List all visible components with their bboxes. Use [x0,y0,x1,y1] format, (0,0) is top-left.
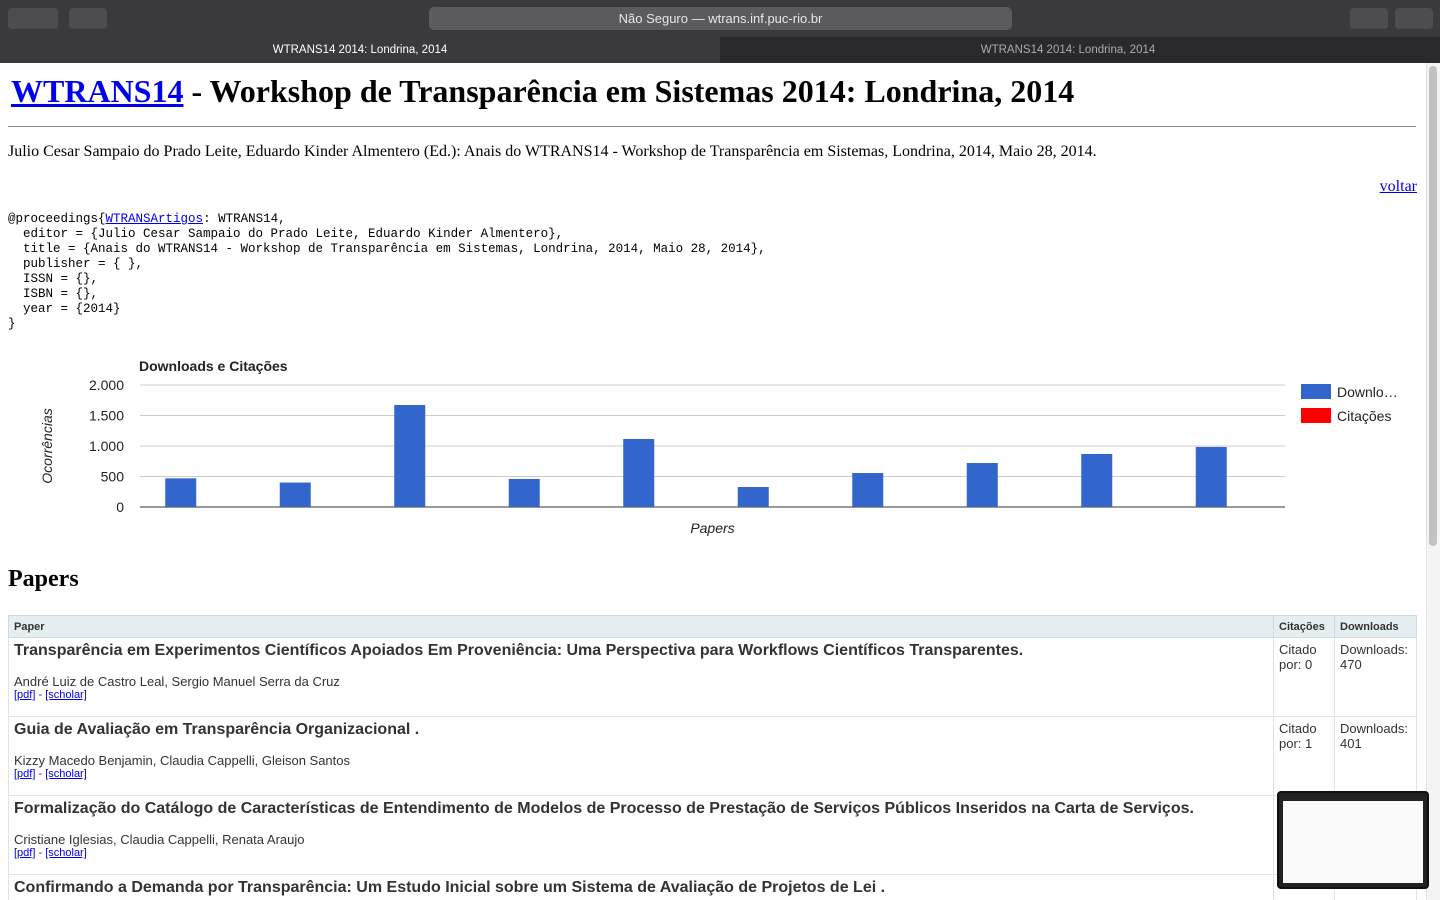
bar [165,478,197,507]
paper-links: [pdf] - [scholar] [14,847,1268,859]
paper-links: [pdf] - [scholar] [14,768,1268,780]
bar [508,478,540,507]
paper-cell: Confirmando a Demanda por Transparência:… [8,874,1274,900]
paper-authors: Kizzy Macedo Benjamin, Claudia Cappelli,… [14,753,351,768]
heading-text: - Workshop de Transparência em Sistemas … [191,73,1075,109]
column-header[interactable]: Citações [1273,615,1335,638]
y-tick-label: 2.000 [89,377,124,393]
link-separator: - [38,847,43,859]
heading: WTRANS14 - Workshop de Transparência em … [11,73,1074,110]
downloads-cell: Downloads: 401 [1334,716,1417,796]
toolbar: Não Seguro — wtrans.inf.puc-rio.br [0,0,1440,37]
tab[interactable]: WTRANS14 2014: Londrina, 2014 [0,37,720,63]
bar [1195,446,1227,507]
paper-title: Guia de Avaliação em Transparência Organ… [14,721,420,738]
link-separator: - [38,689,43,701]
share-button[interactable] [1350,8,1388,29]
tab[interactable]: WTRANS14 2014: Londrina, 2014 [980,44,1156,56]
paper-row: Transparência em Experimentos Científico… [8,637,1417,717]
paper-title: Formalização do Catálogo de Característi… [14,800,1194,817]
citations-cell: Citado por: 0 [1273,637,1335,717]
y-tick-label: 500 [101,469,125,485]
paper-title: Transparência em Experimentos Científico… [14,642,1024,659]
pdf-link[interactable]: [pdf] [14,768,36,780]
heading-link[interactable]: WTRANS14 [11,73,184,109]
scroll-thumb[interactable] [1429,66,1437,546]
paper-cell: Transparência em Experimentos Científico… [8,637,1274,717]
citation: Julio Cesar Sampaio do Prado Leite, Edua… [8,143,1097,160]
link-separator: - [38,768,43,780]
bar [394,405,426,507]
bibtex-prefix: @proceedings{ [8,212,106,226]
legend-swatch [1301,408,1331,423]
thumbnail-preview [1283,801,1423,883]
legend-label: Downlo… [1337,384,1398,400]
scrollbar[interactable] [1426,63,1440,900]
picture-thumbnail[interactable] [1277,791,1429,889]
legend-label: Citações [1337,408,1391,424]
citations: Citado por: 0 [1279,642,1317,672]
downloads: Downloads: 470 [1340,642,1408,672]
paper-row: Formalização do Catálogo de Característi… [8,795,1417,875]
paper-authors: André Luiz de Castro Leal, Sergio Manuel… [14,674,340,689]
bar [623,438,655,507]
pdf-link[interactable]: [pdf] [14,847,36,859]
citations-cell: Citado por: 1 [1273,716,1335,796]
downloads-cell: Downloads: 470 [1334,637,1417,717]
paper-title: Confirmando a Demanda por Transparência:… [14,879,886,896]
nav-buttons[interactable] [8,8,58,29]
x-axis-label: Papers [690,520,734,536]
citations: Citado por: 1 [1279,721,1317,751]
scholar-link[interactable]: [scholar] [45,689,87,701]
column-header[interactable]: Downloads [1334,615,1417,638]
scholar-link[interactable]: [scholar] [45,768,87,780]
bar [852,473,884,507]
y-tick-label: 1.000 [89,438,124,454]
bibtex-body: : WTRANS14, editor = {Julio Cesar Sampai… [8,212,766,331]
scholar-link[interactable]: [scholar] [45,847,87,859]
chart: Downloads e Citações 0 500 1.000 1.500 2.000 O… [39,358,1398,536]
paper-cell: Guia de Avaliação em Transparência Organ… [8,716,1274,796]
y-axis-label: Ocorrências [39,408,55,483]
y-tick-label: 0 [116,499,124,515]
paper-row: Guia de Avaliação em Transparência Organ… [8,716,1417,796]
downloads: Downloads: 401 [1340,721,1408,751]
paper-cell: Formalização do Catálogo de Característi… [8,795,1274,875]
tabs-button[interactable] [1395,8,1433,29]
bar [1081,453,1113,507]
legend-swatch [1301,384,1331,399]
divider [8,126,1416,127]
sidebar-button[interactable] [69,8,107,29]
bar [279,482,311,507]
pdf-link[interactable]: [pdf] [14,689,36,701]
paper-row: Confirmando a Demanda por Transparência:… [8,874,1417,900]
paper-links: [pdf] - [scholar] [14,689,1268,701]
paper-authors: Cristiane Iglesias, Claudia Cappelli, Re… [14,832,305,847]
bar [737,486,769,507]
back-link[interactable]: voltar [1379,178,1417,195]
section-heading: Papers [8,566,79,592]
bar [966,463,998,507]
column-header[interactable]: Paper [8,615,1274,638]
bibtex: @proceedings{WTRANSArtigos: WTRANS14, ed… [8,212,766,332]
y-tick-label: 1.500 [89,408,124,424]
chart-title: Downloads e Citações [139,358,288,374]
page: WTRANS14 - Workshop de Transparência em … [0,63,1426,900]
papers-table: Paper Citações Downloads Transparência e… [8,615,1417,900]
address-bar[interactable]: Não Seguro — wtrans.inf.puc-rio.br [429,7,1012,30]
bibtex-link[interactable]: WTRANSArtigos [105,212,204,226]
